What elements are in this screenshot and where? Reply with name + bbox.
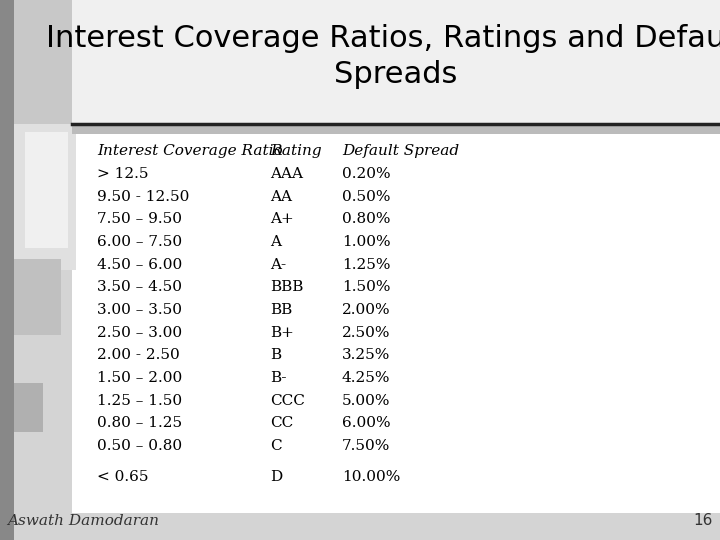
Text: 0.20%: 0.20% xyxy=(342,167,391,181)
Text: 16: 16 xyxy=(693,513,713,528)
Text: Default Spread: Default Spread xyxy=(342,144,459,158)
Text: 5.00%: 5.00% xyxy=(342,394,390,408)
Text: < 0.65: < 0.65 xyxy=(97,470,149,484)
Text: 2.00%: 2.00% xyxy=(342,303,391,317)
Bar xyxy=(72,124,720,513)
Text: 1.50%: 1.50% xyxy=(342,280,390,294)
Text: CCC: CCC xyxy=(270,394,305,408)
Text: 1.25 – 1.50: 1.25 – 1.50 xyxy=(97,394,182,408)
Text: A+: A+ xyxy=(270,212,294,226)
Text: B-: B- xyxy=(270,371,287,385)
Text: 0.50%: 0.50% xyxy=(342,190,390,204)
Text: 3.25%: 3.25% xyxy=(342,348,390,362)
Text: 9.50 - 12.50: 9.50 - 12.50 xyxy=(97,190,189,204)
Text: 3.00 – 3.50: 3.00 – 3.50 xyxy=(97,303,182,317)
Text: 1.25%: 1.25% xyxy=(342,258,390,272)
Text: 10.00%: 10.00% xyxy=(342,470,400,484)
Text: 2.50%: 2.50% xyxy=(342,326,390,340)
Text: Rating: Rating xyxy=(270,144,322,158)
Text: 7.50 – 9.50: 7.50 – 9.50 xyxy=(97,212,182,226)
Text: C: C xyxy=(270,439,282,453)
Bar xyxy=(14,124,76,270)
Text: A: A xyxy=(270,235,281,249)
Text: 0.50 – 0.80: 0.50 – 0.80 xyxy=(97,439,182,453)
Text: B+: B+ xyxy=(270,326,294,340)
Text: Aswath Damodaran: Aswath Damodaran xyxy=(7,514,159,528)
Text: 6.00%: 6.00% xyxy=(342,416,391,430)
Text: Interest Coverage Ratios, Ratings and Default
Spreads: Interest Coverage Ratios, Ratings and De… xyxy=(46,24,720,89)
Text: BBB: BBB xyxy=(270,280,303,294)
Text: B: B xyxy=(270,348,281,362)
Text: 1.00%: 1.00% xyxy=(342,235,391,249)
Text: 4.50 – 6.00: 4.50 – 6.00 xyxy=(97,258,182,272)
Text: 2.50 – 3.00: 2.50 – 3.00 xyxy=(97,326,182,340)
Text: > 12.5: > 12.5 xyxy=(97,167,149,181)
Bar xyxy=(14,383,43,432)
Text: 7.50%: 7.50% xyxy=(342,439,390,453)
Text: 2.00 - 2.50: 2.00 - 2.50 xyxy=(97,348,180,362)
Text: AA: AA xyxy=(270,190,292,204)
Text: 3.50 – 4.50: 3.50 – 4.50 xyxy=(97,280,182,294)
Text: 0.80 – 1.25: 0.80 – 1.25 xyxy=(97,416,182,430)
Text: AAA: AAA xyxy=(270,167,303,181)
Text: D: D xyxy=(270,470,282,484)
Bar xyxy=(0,0,14,540)
Text: 0.80%: 0.80% xyxy=(342,212,390,226)
Text: A-: A- xyxy=(270,258,286,272)
Bar xyxy=(72,124,720,134)
Text: BB: BB xyxy=(270,303,292,317)
Text: 1.50 – 2.00: 1.50 – 2.00 xyxy=(97,371,182,385)
Text: CC: CC xyxy=(270,416,293,430)
Bar xyxy=(25,132,68,248)
Bar xyxy=(14,0,86,124)
Bar xyxy=(72,0,720,124)
Text: Interest Coverage Ratio: Interest Coverage Ratio xyxy=(97,144,283,158)
Text: 4.25%: 4.25% xyxy=(342,371,390,385)
Bar xyxy=(14,259,61,335)
Text: 6.00 – 7.50: 6.00 – 7.50 xyxy=(97,235,182,249)
